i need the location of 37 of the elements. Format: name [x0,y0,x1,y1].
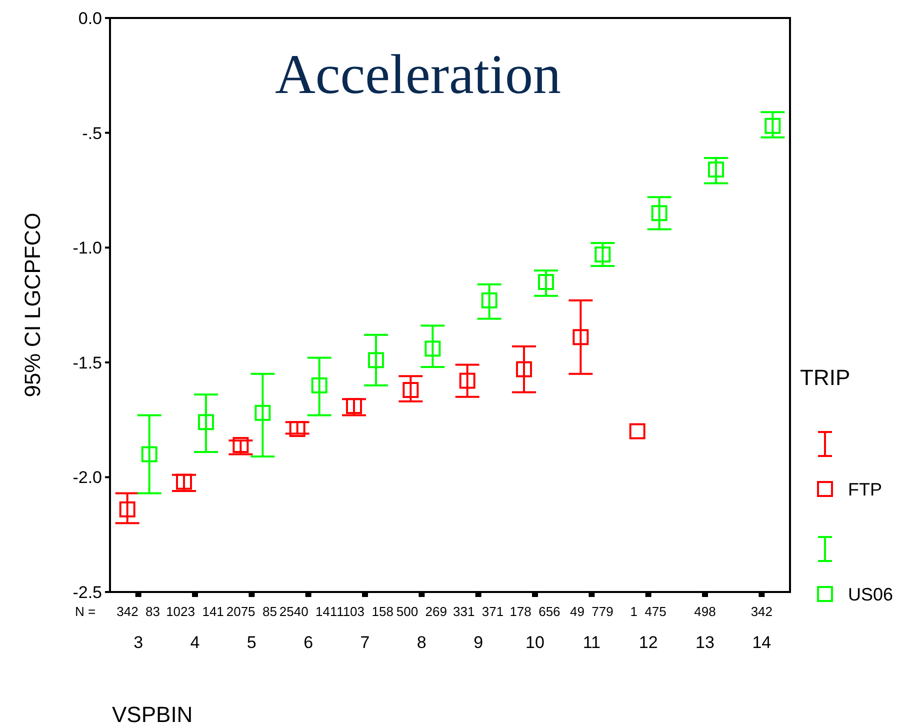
x-tick-label: 11 [582,633,600,652]
text: 498 [694,604,716,619]
x-tick-label: 3 [134,633,144,652]
y-tick-label: -.5 [82,124,102,143]
legend-label: US06 [848,584,894,604]
legend-label: FTP [848,479,882,500]
text: 1103 158 [336,604,394,619]
text: 342 [750,604,773,619]
text: 49 779 [570,604,614,619]
y-tick-label: -1.5 [72,353,102,372]
text: 331 371 [453,604,504,619]
x-tick-label: 13 [696,633,714,652]
text: 1023 141 [166,604,224,619]
text: 2540 141 [279,604,338,619]
x-tick-label: 4 [190,633,200,652]
y-axis-title: 95% CI LGCPFCO [20,212,45,398]
x-tick-label: 14 [752,633,772,652]
x-tick-label: 6 [304,633,314,652]
y-tick-label: 0.0 [78,8,102,28]
text: 2075 85 [226,604,277,619]
text: 342 83 [116,604,160,619]
x-tick-label: 10 [526,633,544,652]
x-tick-label: 12 [638,633,658,652]
legend-title: TRIP [800,365,850,390]
x-tick-label: 7 [360,633,370,652]
text: 500 269 [396,604,447,619]
text: N = [75,604,96,619]
x-tick-label: 9 [474,633,484,652]
y-tick-label: -1.0 [72,238,102,258]
y-tick-label: -2.5 [72,582,102,602]
x-axis-title: VSPBIN [112,702,193,726]
text: 1 475 [630,604,666,619]
y-tick-label: -2.0 [72,468,102,488]
text: Acceleration [274,44,562,106]
text: 178 656 [510,604,560,619]
x-tick-label: 8 [416,633,426,652]
x-tick-label: 5 [246,633,256,652]
